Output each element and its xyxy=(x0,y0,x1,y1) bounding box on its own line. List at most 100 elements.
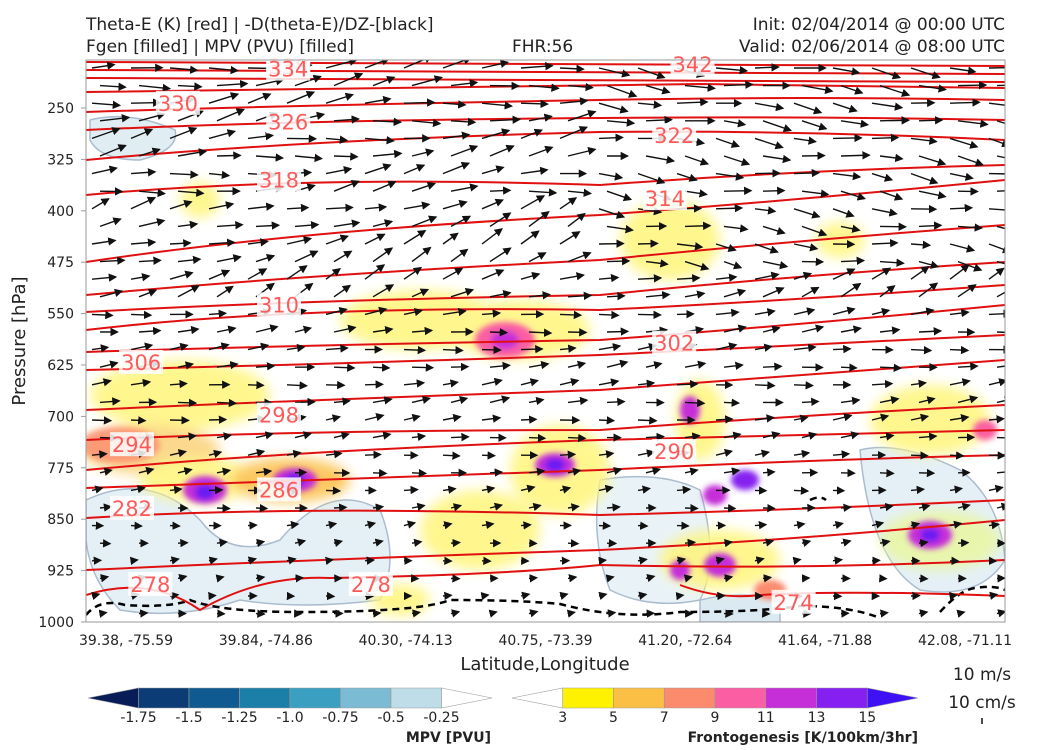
wind-arrow xyxy=(216,79,249,89)
wind-arrow xyxy=(957,284,977,298)
wind-arrow xyxy=(247,238,269,247)
wind-arrow xyxy=(216,467,232,476)
wind-arrow xyxy=(988,378,1005,387)
wind-arrow xyxy=(684,83,716,92)
wind-arrow xyxy=(255,221,281,230)
wind-arrow xyxy=(411,181,437,192)
wind-arrow xyxy=(567,396,589,406)
wind-arrow xyxy=(801,225,828,237)
wind-arrow xyxy=(364,450,382,460)
wind-arrow xyxy=(645,155,676,164)
wind-arrow xyxy=(364,203,388,212)
wind-arrow xyxy=(481,269,505,280)
wind-arrow xyxy=(754,137,784,150)
wind-arrow xyxy=(871,520,885,529)
theta-e-contour-label: 330 xyxy=(158,92,198,116)
wind-arrow xyxy=(372,363,391,372)
wind-arrow xyxy=(442,162,471,175)
y-tick-label: 1000 xyxy=(38,615,74,631)
wind-arrow xyxy=(99,467,113,476)
wind-arrow xyxy=(606,397,626,407)
wind-arrow xyxy=(606,118,636,127)
wind-arrow xyxy=(177,432,197,441)
wind-arrow xyxy=(637,67,666,80)
wind-arrow xyxy=(879,396,900,405)
wind-arrow xyxy=(481,520,495,530)
wind-arrow xyxy=(325,234,349,245)
wind-arrow xyxy=(645,361,663,370)
wind-arrow xyxy=(996,155,1005,159)
wind-arrow xyxy=(333,431,350,440)
wind-arrow xyxy=(138,326,162,336)
wind-arrow xyxy=(910,521,921,530)
theta-e-contour-label: 326 xyxy=(268,110,308,134)
wind-arrow xyxy=(723,260,743,270)
wind-arrow xyxy=(138,218,166,228)
wind-arrow xyxy=(138,609,149,618)
colorbar-segment xyxy=(765,687,817,709)
wind-arrow xyxy=(364,136,395,145)
colorbar-segment xyxy=(562,687,614,709)
wind-arrow xyxy=(99,574,110,583)
colorbar-segment xyxy=(613,687,665,709)
contour-label-background xyxy=(771,589,816,614)
wind-arrow xyxy=(559,97,589,106)
wind-arrow xyxy=(949,203,974,213)
x-axis-label: Latitude,Longitude xyxy=(460,654,629,675)
wind-arrow xyxy=(169,342,189,352)
wind-arrow xyxy=(754,206,777,215)
y-tick-label: 625 xyxy=(47,358,74,374)
wind-arrow xyxy=(598,310,620,320)
wind-arrow xyxy=(130,273,151,282)
wind-arrow xyxy=(559,591,569,600)
wind-arrow xyxy=(715,415,734,424)
wind-arrow xyxy=(130,128,154,140)
wind-arrow xyxy=(130,196,157,210)
wind-arrow xyxy=(996,331,1005,334)
wind-arrow xyxy=(247,521,258,530)
wind-arrow xyxy=(91,237,117,246)
wind-arrow xyxy=(442,413,462,423)
wind-arrow xyxy=(99,114,131,123)
wind-arrow xyxy=(520,195,546,210)
wind-arrow xyxy=(988,484,1004,494)
wind-arrow xyxy=(762,325,781,334)
wind-arrow xyxy=(528,574,539,583)
wind-arrow xyxy=(871,413,890,422)
wind-arrow xyxy=(715,273,738,282)
wind-arrow xyxy=(99,360,119,369)
wind-arrow xyxy=(598,591,608,600)
wind-arrow xyxy=(333,503,348,512)
wind-arrow xyxy=(403,164,426,175)
wind-arrow xyxy=(832,520,844,530)
wind-arrow xyxy=(754,271,780,280)
wind-arrow xyxy=(801,286,820,298)
wind-arrow xyxy=(832,208,855,218)
colorbar-tick-label: 13 xyxy=(808,710,826,726)
wind-arrow xyxy=(216,254,242,263)
title-left-line-1: Theta-E (K) [red] | -D(theta-E)/DZ-[blac… xyxy=(86,15,434,35)
wind-arrow xyxy=(754,521,768,530)
wind-arrow xyxy=(559,126,589,140)
wind-arrow xyxy=(598,172,624,181)
wind-arrow xyxy=(832,171,862,181)
wind-arrow xyxy=(793,414,809,423)
wind-arrow xyxy=(442,379,459,388)
wind-arrow xyxy=(793,449,811,459)
wind-arrow xyxy=(988,208,1005,211)
wind-arrow xyxy=(792,556,802,566)
wind-arrow xyxy=(957,395,979,404)
wind-arrow xyxy=(918,396,936,405)
wind-arrow xyxy=(559,197,578,210)
wind-arrow xyxy=(723,574,734,583)
wind-arrow xyxy=(676,556,687,565)
wind-arrow xyxy=(606,292,626,301)
wind-arrow xyxy=(372,325,394,335)
wind-arrow xyxy=(216,361,239,370)
wind-arrow xyxy=(715,556,725,565)
wind-arrow xyxy=(723,80,754,89)
wind-arrow xyxy=(793,307,816,316)
colorbar-segment xyxy=(87,687,139,709)
wind-arrow xyxy=(403,60,433,69)
wind-arrow xyxy=(957,502,971,511)
